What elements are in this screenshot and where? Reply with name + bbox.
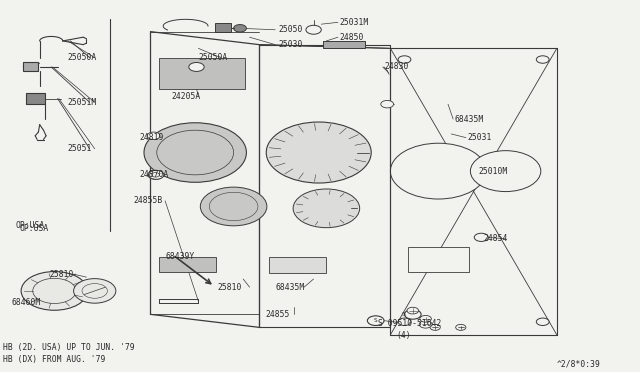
Circle shape xyxy=(157,130,234,175)
Circle shape xyxy=(82,283,108,298)
Text: 25031: 25031 xyxy=(467,133,492,142)
Circle shape xyxy=(367,316,384,326)
Text: OP:USA: OP:USA xyxy=(19,224,49,233)
Text: 24855B: 24855B xyxy=(133,196,163,205)
Circle shape xyxy=(419,321,432,328)
Circle shape xyxy=(430,324,440,330)
Circle shape xyxy=(456,324,466,330)
FancyBboxPatch shape xyxy=(159,257,216,272)
Circle shape xyxy=(266,122,371,183)
Circle shape xyxy=(407,307,419,314)
Text: 24205A: 24205A xyxy=(172,92,201,101)
Circle shape xyxy=(148,170,163,179)
Text: 68460M: 68460M xyxy=(12,298,41,307)
FancyBboxPatch shape xyxy=(269,257,326,273)
Text: HB (2D. USA) UP TO JUN. '79: HB (2D. USA) UP TO JUN. '79 xyxy=(3,343,135,352)
Circle shape xyxy=(536,318,549,326)
Text: (4): (4) xyxy=(397,331,412,340)
Text: HB (DX) FROM AUG. '79: HB (DX) FROM AUG. '79 xyxy=(3,355,106,364)
Text: 25050A: 25050A xyxy=(67,53,97,62)
Circle shape xyxy=(398,56,411,63)
Text: S: S xyxy=(401,312,405,317)
FancyBboxPatch shape xyxy=(26,93,45,104)
Circle shape xyxy=(148,170,164,179)
Circle shape xyxy=(470,151,541,192)
Text: ^2/8*0:39: ^2/8*0:39 xyxy=(557,359,601,368)
Circle shape xyxy=(74,279,116,303)
Circle shape xyxy=(189,62,204,71)
Circle shape xyxy=(306,25,321,34)
FancyBboxPatch shape xyxy=(23,62,38,71)
Text: 24854: 24854 xyxy=(483,234,508,243)
Text: 68435M: 68435M xyxy=(454,115,484,124)
FancyBboxPatch shape xyxy=(408,247,469,272)
Circle shape xyxy=(209,192,258,221)
Circle shape xyxy=(536,56,549,63)
FancyBboxPatch shape xyxy=(323,41,365,48)
Circle shape xyxy=(144,123,246,182)
Circle shape xyxy=(200,187,267,226)
Circle shape xyxy=(293,189,360,228)
Text: 25051M: 25051M xyxy=(67,98,97,107)
Circle shape xyxy=(474,233,488,241)
Text: S: S xyxy=(374,318,378,323)
Circle shape xyxy=(21,272,88,310)
Circle shape xyxy=(390,143,486,199)
Text: 25030: 25030 xyxy=(278,40,303,49)
FancyBboxPatch shape xyxy=(159,58,245,89)
Text: 25810: 25810 xyxy=(50,270,74,279)
Text: S 09510-51642: S 09510-51642 xyxy=(378,319,441,328)
FancyBboxPatch shape xyxy=(215,23,231,32)
Circle shape xyxy=(147,132,160,140)
Text: 68439Y: 68439Y xyxy=(165,252,195,261)
Text: 25050: 25050 xyxy=(278,25,303,34)
Circle shape xyxy=(398,318,411,326)
Circle shape xyxy=(152,173,159,177)
Circle shape xyxy=(234,25,246,32)
Text: 25810: 25810 xyxy=(218,283,242,292)
Text: 24819: 24819 xyxy=(140,133,164,142)
Text: 25031M: 25031M xyxy=(339,18,369,27)
Circle shape xyxy=(420,315,431,322)
Text: 24870A: 24870A xyxy=(140,170,169,179)
Circle shape xyxy=(404,310,421,319)
Text: 25051: 25051 xyxy=(67,144,92,153)
Text: OP:USA: OP:USA xyxy=(16,221,45,230)
Text: 24855: 24855 xyxy=(266,310,290,319)
Text: 25010M: 25010M xyxy=(479,167,508,176)
Text: 25050A: 25050A xyxy=(198,53,228,62)
Text: 24850: 24850 xyxy=(339,33,364,42)
Text: 24830: 24830 xyxy=(384,62,408,71)
Circle shape xyxy=(33,278,76,304)
Text: 68435M: 68435M xyxy=(275,283,305,292)
Circle shape xyxy=(381,100,394,108)
